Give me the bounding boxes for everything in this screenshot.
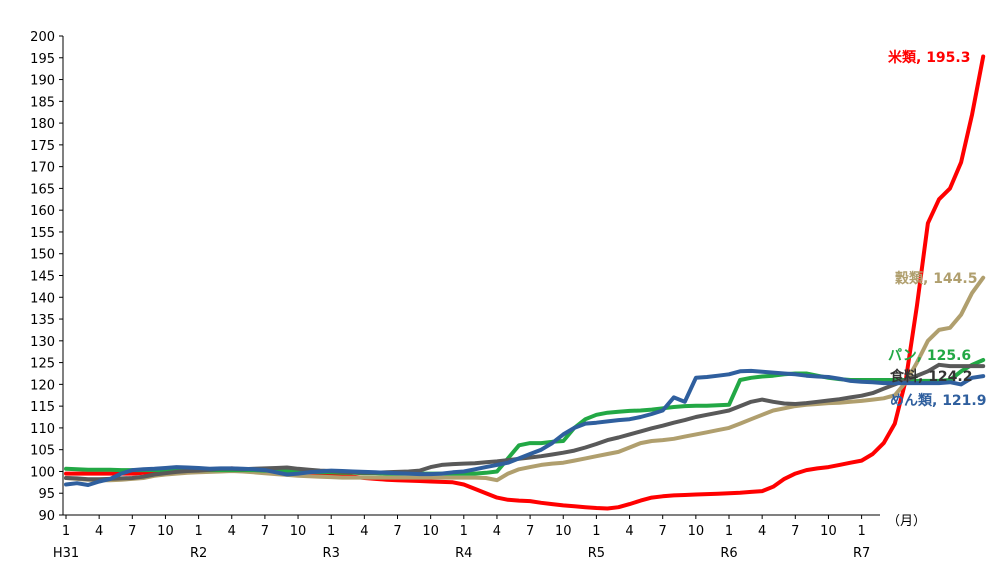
x-era-label: R7 — [853, 546, 870, 561]
y-tick-label: 110 — [30, 422, 55, 437]
x-era-label: R6 — [720, 546, 737, 561]
series-line-米類 — [64, 54, 986, 511]
x-tick-label: 1 — [857, 524, 865, 539]
y-tick-label: 145 — [30, 270, 55, 285]
y-tick-label: 90 — [38, 509, 55, 524]
series-end-label-パン: パン, 125.6 — [888, 348, 971, 364]
y-tick-label: 130 — [30, 335, 55, 350]
x-tick-label: 4 — [758, 524, 766, 539]
y-tick-label: 185 — [30, 95, 55, 110]
x-tick-label: 10 — [157, 524, 174, 539]
y-tick-label: 190 — [30, 74, 55, 89]
x-tick-label: 10 — [688, 524, 705, 539]
y-tick-label: 170 — [30, 161, 55, 176]
y-tick-label: 120 — [30, 378, 55, 393]
y-tick-label: 150 — [30, 248, 55, 263]
x-era-label: R3 — [323, 546, 340, 561]
series-end-label-穀類: 穀類, 144.5 — [895, 270, 977, 287]
x-era-label: R4 — [455, 546, 472, 561]
x-tick-label: 7 — [128, 524, 136, 539]
x-era-label: R2 — [190, 546, 207, 561]
y-tick-label: 135 — [30, 313, 55, 328]
y-tick-label: 115 — [30, 400, 55, 415]
y-tick-label: 175 — [30, 139, 55, 154]
x-tick-label: 1 — [460, 524, 468, 539]
x-tick-label: 1 — [592, 524, 600, 539]
y-axis: 90 95 100 105 110 115 120 125 130 135 140 145 150 155… — [30, 30, 64, 524]
series-lines — [64, 54, 986, 511]
x-axis-unit-label: （月） — [887, 514, 926, 529]
x-tick-label: 4 — [493, 524, 501, 539]
x-tick-label: 4 — [95, 524, 103, 539]
y-tick-label: 95 — [38, 487, 55, 502]
x-tick-label: 10 — [290, 524, 307, 539]
series-line-めん類 — [64, 368, 986, 487]
x-tick-label: 7 — [526, 524, 534, 539]
x-tick-label: 10 — [422, 524, 439, 539]
y-tick-label: 140 — [30, 291, 55, 306]
x-tick-label: 1 — [194, 524, 202, 539]
x-tick-label: 7 — [393, 524, 401, 539]
series-end-label-食料: 食料, 124.2 — [890, 368, 972, 385]
x-tick-label: 1 — [62, 524, 70, 539]
x-tick-label: 4 — [228, 524, 236, 539]
y-tick-label: 160 — [30, 204, 55, 219]
x-tick-label: 1 — [725, 524, 733, 539]
y-tick-label: 100 — [30, 465, 55, 480]
x-tick-label: 1 — [327, 524, 335, 539]
series-end-label-めん類: めん類, 121.9 — [890, 393, 986, 409]
x-tick-label: 10 — [820, 524, 837, 539]
y-tick-label: 180 — [30, 117, 55, 132]
x-tick-label: 4 — [625, 524, 633, 539]
x-tick-label: 10 — [555, 524, 572, 539]
x-tick-label: 4 — [360, 524, 368, 539]
y-tick-label: 200 — [30, 30, 55, 45]
series-end-label-米類: 米類, 195.3 — [888, 49, 970, 66]
x-era-label: R5 — [588, 546, 605, 561]
y-tick-label: 105 — [30, 444, 55, 459]
y-tick-label: 165 — [30, 182, 55, 197]
x-axis: 1 4 7 10 1 4 7 10 1 4 7 10 1 4 7 10 1 4 7 10 1 4 7 10 1 H31 R2 R3 R4… — [53, 514, 880, 561]
series-end-labels: 米類, 195.3 穀類, 144.5 パン, 125.6 食料, 124.2 めん類,… — [888, 49, 986, 409]
x-era-label: H31 — [53, 546, 79, 561]
x-tick-label: 7 — [261, 524, 269, 539]
y-tick-label: 195 — [30, 52, 55, 67]
y-tick-label: 125 — [30, 357, 55, 372]
x-tick-label: 7 — [791, 524, 799, 539]
y-tick-label: 155 — [30, 226, 55, 241]
x-tick-label: 7 — [659, 524, 667, 539]
